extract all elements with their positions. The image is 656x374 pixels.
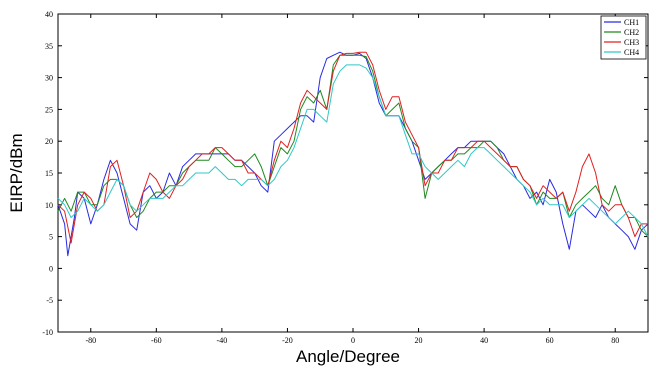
- series-line-ch4: [57, 64, 649, 237]
- y-tick-label: -10: [42, 328, 53, 337]
- y-tick-label: 40: [45, 10, 53, 19]
- series-line-ch3: [57, 51, 648, 244]
- y-tick-label: 20: [45, 137, 53, 146]
- series-line-ch2: [57, 54, 649, 237]
- x-tick-label: 80: [611, 336, 619, 345]
- x-tick-label: -40: [217, 336, 228, 345]
- x-tick-label: 0: [351, 336, 355, 345]
- y-tick-label: 35: [45, 42, 53, 51]
- legend-label: CH3: [624, 38, 639, 47]
- legend-label: CH4: [624, 48, 639, 57]
- plot-area-frame: [57, 13, 649, 333]
- x-tick-label: 40: [480, 336, 488, 345]
- y-axis-ticks: -10 -5 0 5 10 15 20 25 30 35 40: [42, 10, 648, 337]
- y-tick-label: 0: [49, 264, 53, 273]
- y-tick-label: 10: [45, 201, 53, 210]
- y-tick-label: -5: [46, 296, 53, 305]
- x-tick-label: 20: [415, 336, 423, 345]
- y-tick-label: 30: [45, 74, 53, 83]
- y-tick-label: 15: [45, 169, 53, 178]
- y-tick-label: 25: [45, 105, 53, 114]
- legend-label: CH1: [624, 18, 639, 27]
- x-tick-label: -80: [85, 336, 96, 345]
- y-axis-title: EIRP/dBm: [7, 133, 26, 212]
- x-tick-label: -60: [151, 336, 162, 345]
- x-tick-label: -20: [282, 336, 293, 345]
- x-axis-ticks: -80 -60 -40 -20 0 20 40 60 80: [85, 14, 619, 345]
- x-tick-label: 60: [546, 336, 554, 345]
- series-layer: [57, 51, 649, 257]
- legend-label: CH2: [624, 28, 639, 37]
- y-tick-label: 5: [49, 233, 53, 242]
- x-axis-title: Angle/Degree: [296, 347, 400, 366]
